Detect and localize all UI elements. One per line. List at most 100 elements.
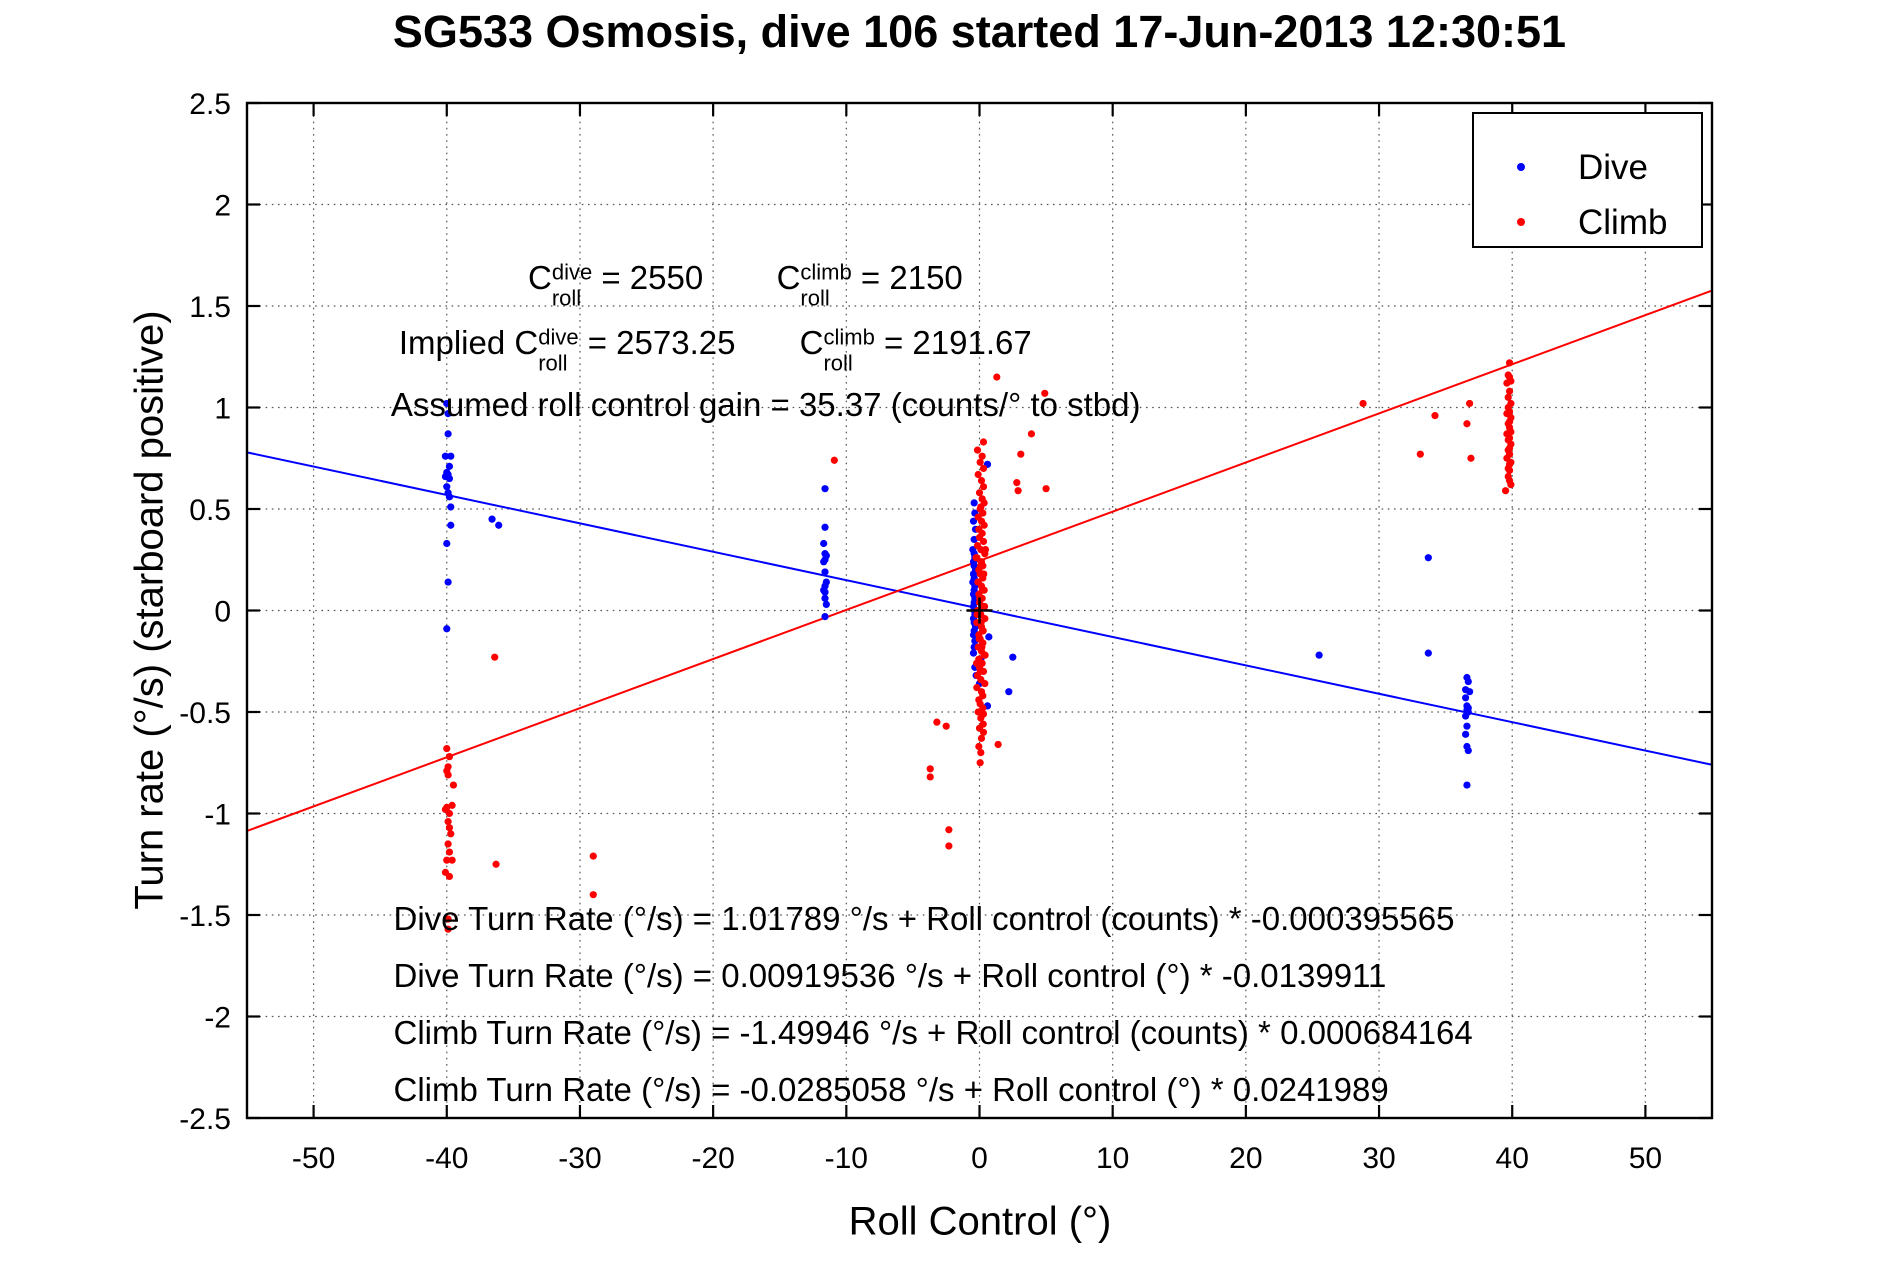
scatter-point-dive [445,462,454,470]
scatter-point-climb [980,602,989,611]
scatter-point-climb [981,546,990,554]
scatter-point-climb [979,438,988,446]
scatter-point-dive [443,539,451,548]
scatter-point-dive [820,558,828,566]
scatter-point-dive [445,474,454,483]
scatter-point-dive [447,503,455,511]
scatter-point-dive [443,399,451,408]
scatter-point-climb [976,458,984,466]
scatter-point-dive [1009,653,1017,661]
scatter-point-climb [445,824,454,832]
y-tick-label: -2 [204,1002,231,1035]
scatter-point-climb [1505,387,1514,395]
x-tick-label: 50 [1629,1142,1662,1175]
scatter-point-climb [1416,450,1424,458]
scatter-point-climb [926,765,934,773]
scatter-point-dive [1424,554,1432,562]
scatter-point-climb [973,446,982,454]
scatter-point-climb [933,718,941,726]
scatter-point-climb [1463,420,1471,428]
scatter-point-climb [978,452,986,460]
scatter-point-climb [444,925,452,933]
scatter-point-climb [976,667,984,676]
scatter-point-climb [975,489,984,497]
y-tick-labels: -2.5 -2 -1.5 -1 -0.5 0 0.5 1 1.5 2 2.5 [179,88,231,1136]
scatter-point-climb [445,848,454,856]
scatter-point-dive [1466,688,1474,696]
scatter-point-climb [444,818,452,826]
scatter-point-dive [821,568,829,576]
scatter-point-climb [1467,454,1475,462]
scatter-point-dive [443,483,451,491]
scatter-point-climb [973,684,981,692]
scatter-point-climb [978,586,987,594]
legend-marker-climb [1517,218,1525,226]
scatter-point-climb [1013,479,1021,487]
scatter-point-dive [1462,694,1470,702]
scatter-point-dive [444,409,452,418]
scatter-point-dive [821,523,829,531]
scatter-point-climb [589,891,597,899]
x-tick-label: 10 [1096,1142,1129,1175]
scatter-point-climb [977,476,986,485]
x-tick-label: -30 [558,1142,601,1175]
scatter-point-climb [945,842,953,850]
scatter-point-climb [491,653,499,661]
scatter-point-climb [492,860,500,868]
legend-label-dive: Dive [1578,148,1648,187]
scatter-point-climb [1466,399,1474,408]
scatter-point-climb [444,915,452,923]
scatter-point-climb [1014,487,1022,495]
scatter-series-climb [441,359,1515,933]
scatter-point-dive [1464,677,1472,686]
scatter-point-dive [447,521,455,529]
y-tick-label: -1 [204,799,231,832]
scatter-point-dive [820,539,828,548]
scatter-point-climb [1505,359,1514,367]
scatter-point-climb [447,830,455,838]
x-tick-label: 40 [1496,1142,1529,1175]
scatter-point-climb [980,521,988,529]
x-tick-labels: -50 -40 -30 -20 -10 0 10 20 30 40 50 [292,1142,1662,1175]
y-tick-label: -1.5 [179,900,231,933]
origin-plus-marker [966,597,993,624]
scatter-point-dive [1464,746,1472,755]
scatter-point-climb [979,728,988,736]
scatter-point-climb [974,470,982,479]
scatter-point-climb [975,742,983,751]
y-tick-label: -2.5 [179,1103,231,1136]
x-tick-label: -20 [691,1142,734,1175]
legend-marker-dive [1517,163,1525,171]
scatter-point-climb [981,679,989,688]
scatter-point-climb [980,570,988,578]
scatter-point-climb [979,464,988,472]
y-tick-label: 2.5 [189,88,231,121]
y-tick-label: 2 [214,190,231,223]
scatter-point-dive [1463,781,1471,789]
scatter-point-dive [1005,688,1013,696]
scatter-point-dive [969,631,978,639]
scatter-point-climb [1027,430,1036,438]
scatter-point-climb [589,852,597,860]
scatter-point-climb [979,509,987,517]
scatter-point-climb [972,554,980,562]
scatter-point-climb [945,826,953,834]
x-tick-label: -40 [425,1142,468,1175]
scatter-point-climb [449,781,458,789]
scatter-point-dive [447,452,455,460]
scatter-point-climb [994,740,1002,749]
scatter-point-climb [975,635,983,643]
scatter-point-climb [1501,487,1510,495]
scatter-point-climb [979,704,987,712]
scatter-point-dive [1424,649,1432,657]
scatter-point-climb [1041,389,1049,397]
scatter-point-dive [444,430,452,438]
scatter-point-climb [444,771,452,779]
scatter-point-dive [985,633,993,641]
y-tick-label: 1 [214,393,231,426]
scatter-point-climb [976,562,985,570]
scatter-point-dive [445,493,454,501]
scatter-point-climb [444,840,452,848]
scatter-point-climb [979,483,988,491]
